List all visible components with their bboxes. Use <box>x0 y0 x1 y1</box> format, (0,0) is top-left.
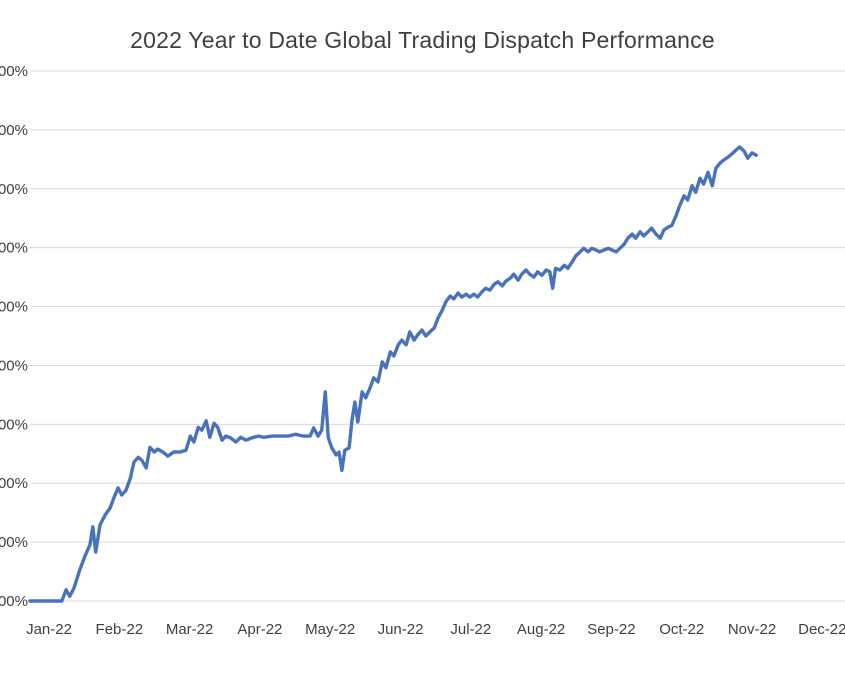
y-axis-tick-label: 300% <box>0 475 28 492</box>
y-axis-tick-label: 100% <box>0 593 28 610</box>
chart-title: 2022 Year to Date Global Trading Dispatc… <box>130 27 715 53</box>
x-axis-tick-label: Dec-22 <box>798 621 845 638</box>
x-axis-tick-label: Jul-22 <box>450 621 491 638</box>
x-axis-tick-label: Mar-22 <box>166 621 214 638</box>
y-axis-tick-label: 500% <box>0 357 28 374</box>
x-axis-tick-label: Apr-22 <box>237 621 282 638</box>
y-axis-tick-label: 800% <box>0 181 28 198</box>
y-axis-tick-label: 400% <box>0 416 28 433</box>
series-line <box>28 145 758 603</box>
y-axis-tick-label: 600% <box>0 299 28 316</box>
y-axis-tick-label: 900% <box>0 122 28 139</box>
x-axis-tick-label: Sep-22 <box>587 621 635 638</box>
x-axis-tick-label: Feb-22 <box>96 621 144 638</box>
x-axis-tick-label: Nov-22 <box>728 621 776 638</box>
y-axis-tick-label: 1000% <box>0 63 28 80</box>
x-axis-tick-label: Jan-22 <box>26 621 72 638</box>
x-axis-tick-label: Oct-22 <box>659 621 704 638</box>
x-axis-tick-label: Aug-22 <box>517 621 565 638</box>
x-axis-tick-label: May-22 <box>305 621 355 638</box>
x-axis-tick-label: Jun-22 <box>378 621 424 638</box>
y-axis-tick-label: 700% <box>0 240 28 257</box>
y-axis-tick-label: 200% <box>0 534 28 551</box>
